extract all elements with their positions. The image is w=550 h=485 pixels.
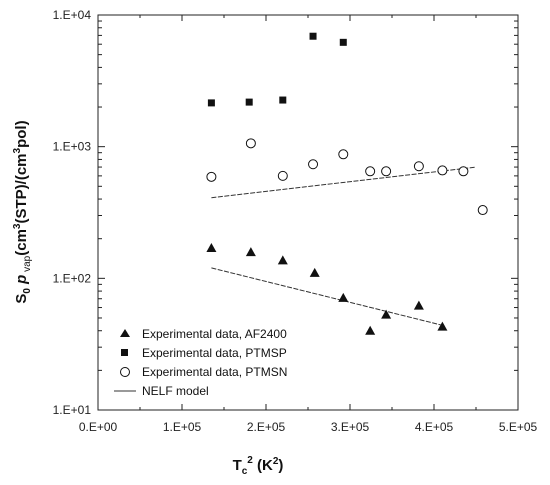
point-af2400 [309,267,320,277]
y-tick-label: 1.E+02 [53,271,92,285]
legend-marker-ptmsp [121,349,128,356]
point-ptmsp [339,38,347,46]
y-tick-label: 1.E+01 [53,403,92,417]
x-tick-label: 0.E+00 [79,420,118,434]
point-ptmsn [458,166,469,177]
point-ptmsn [413,161,424,172]
x-tick-label: 4.E+05 [415,420,454,434]
point-ptmsn [365,166,376,177]
model-lines [211,166,477,326]
point-ptmsn [477,205,488,216]
point-ptmsn [437,165,448,176]
legend-marker-ptmsn [120,367,130,377]
point-ptmsp [309,32,317,40]
point-af2400 [365,325,376,335]
point-af2400 [277,255,288,265]
point-af2400 [338,292,349,302]
x-tick-labels: 0.E+00 1.E+05 2.E+05 3.E+05 4.E+05 5.E+05 [79,420,538,434]
point-ptmsp [207,99,215,107]
data-points [206,32,488,335]
x-tick-label: 2.E+05 [247,420,286,434]
point-ptmsn [245,138,256,149]
point-af2400 [245,247,256,257]
y-tick-label: 1.E+03 [53,140,92,154]
point-af2400 [437,321,448,331]
y-tick-labels: 1.E+01 1.E+02 1.E+03 1.E+04 [53,8,92,417]
legend: Experimental data, AF2400 Experimental d… [114,327,287,398]
axis-ticks [97,14,519,411]
point-ptmsn [308,159,319,170]
point-ptmsn [206,171,217,182]
point-ptmsn [338,149,349,160]
point-ptmsn [277,170,288,181]
nelf-model-line-0 [211,267,443,326]
nelf-model-line-1 [211,166,477,199]
legend-label-ptmsn: Experimental data, PTMSN [142,365,287,379]
point-af2400 [413,300,424,310]
y-axis-title: S0 p vap(cm3(STP)/(cm3pol) [12,120,33,303]
y-tick-label: 1.E+04 [53,8,92,22]
x-tick-label: 3.E+05 [331,420,370,434]
point-ptmsp [245,98,253,106]
legend-label-ptmsp: Experimental data, PTMSP [142,346,287,360]
legend-label-af2400: Experimental data, AF2400 [142,327,287,341]
point-ptmsp [279,96,287,104]
x-axis-title: Tc2 (K2) [233,455,284,477]
point-ptmsn [381,166,392,177]
legend-marker-af2400 [120,329,130,337]
legend-label-nelf: NELF model [142,384,209,398]
point-af2400 [206,242,217,252]
x-tick-label: 5.E+05 [499,420,538,434]
point-af2400 [381,309,392,319]
x-tick-label: 1.E+05 [163,420,202,434]
